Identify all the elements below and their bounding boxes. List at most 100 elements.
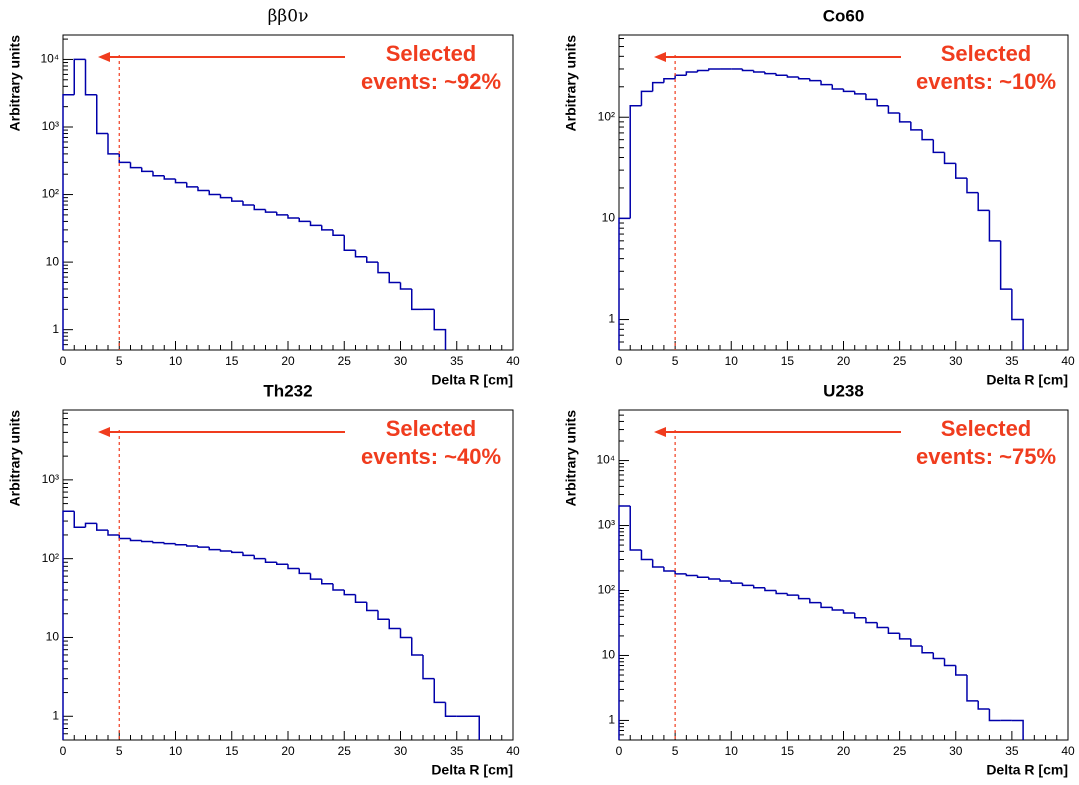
histogram-bin [921, 645, 934, 654]
histogram-bin [786, 75, 799, 78]
histogram-bin [618, 217, 631, 350]
histogram-bin [741, 68, 754, 72]
histogram-bin [786, 593, 799, 596]
histogram-bin [674, 74, 687, 79]
histogram-bin [264, 209, 277, 213]
y-tick-label: 10³ [42, 119, 59, 133]
histogram-bin [977, 192, 990, 212]
histogram-bin [708, 577, 721, 580]
histogram-bin [887, 105, 900, 114]
histogram-bin [988, 709, 1001, 722]
x-tick-label: 40 [506, 354, 520, 368]
annotation: events: ~92% [361, 69, 501, 94]
x-tick-label: 15 [225, 744, 239, 758]
x-tick-label: 20 [281, 354, 295, 368]
histogram-bin [208, 190, 221, 196]
histogram-bin [208, 547, 221, 551]
x-tick-label: 20 [281, 744, 295, 758]
histogram-bin [174, 178, 187, 184]
x-tick-label: 30 [949, 744, 963, 758]
y-tick-label: 10² [598, 109, 615, 123]
x-tick-label: 0 [616, 744, 623, 758]
y-tick-label: 10⁴ [40, 52, 59, 66]
histogram-bin [287, 214, 300, 219]
x-tick-label: 15 [781, 354, 795, 368]
y-tick-label: 10³ [598, 518, 615, 532]
x-axis-label: Delta R [cm] [986, 372, 1068, 388]
histogram-bin [977, 700, 990, 710]
histogram-bin [433, 309, 447, 350]
x-tick-label: 40 [1061, 744, 1075, 758]
histogram-bin [253, 555, 266, 560]
histogram-bin [186, 182, 198, 188]
histogram-bin [332, 583, 345, 591]
annotation: events: ~75% [916, 444, 1056, 469]
x-tick-label: 35 [450, 354, 464, 368]
x-tick-label: 30 [394, 354, 408, 368]
histogram-bin [842, 89, 855, 93]
y-tick-label: 10² [598, 583, 615, 597]
histogram-bin [62, 510, 75, 740]
x-tick-label: 5 [116, 744, 123, 758]
histogram-bin [152, 541, 165, 544]
y-tick-label: 1 [52, 708, 59, 722]
histogram-bin [73, 511, 86, 529]
histogram-bin [276, 212, 288, 216]
x-tick-label: 25 [338, 744, 352, 758]
histogram-bin [219, 549, 232, 552]
x-tick-label: 40 [1061, 354, 1075, 368]
histogram-bin [752, 585, 765, 589]
histogram-bin [932, 652, 945, 660]
x-tick-label: 35 [450, 744, 464, 758]
arrow-head [98, 427, 110, 437]
histogram-bin [685, 71, 698, 76]
histogram-bin [932, 139, 945, 154]
histogram-bin [820, 80, 833, 86]
histogram-bin [219, 194, 232, 199]
histogram-bin [1011, 289, 1024, 350]
annotation: Selected [386, 416, 477, 441]
x-tick-label: 35 [1005, 744, 1019, 758]
panel: 0 5 10 15 20 25 30 35 40 1 10 10² 10³ Selected events:… [7, 381, 520, 777]
histogram-bin [309, 573, 322, 580]
histogram-bin [163, 175, 176, 180]
histogram-bin [999, 240, 1012, 290]
histogram-bin [651, 81, 664, 92]
histogram-bin [876, 99, 889, 107]
histogram-bin [910, 121, 923, 131]
histogram-bin [876, 622, 889, 629]
histogram-bin [354, 594, 367, 603]
y-tick-label: 10⁴ [596, 453, 615, 467]
x-tick-label: 30 [394, 744, 408, 758]
x-tick-label: 5 [672, 354, 679, 368]
x-tick-label: 5 [672, 744, 679, 758]
histogram-bin [96, 523, 108, 531]
histogram-bin [910, 638, 923, 647]
panel-title: Co60 [823, 6, 865, 25]
histogram-bin [629, 104, 642, 219]
histogram-bin [332, 229, 345, 236]
x-tick-label: 20 [837, 744, 851, 758]
x-tick-label: 25 [338, 354, 352, 368]
x-tick-label: 30 [949, 354, 963, 368]
histogram-bin [640, 550, 653, 561]
histogram-bin [118, 534, 131, 540]
x-axis-label: Delta R [cm] [431, 762, 513, 778]
histogram-bin [842, 610, 855, 614]
y-tick-label: 10³ [42, 472, 59, 486]
histogram-bin [129, 162, 142, 169]
histogram-bin [943, 658, 956, 667]
histogram-bin [197, 545, 210, 548]
histogram-bin [388, 272, 401, 284]
histogram-bin [411, 288, 423, 311]
x-axis-label: Delta R [cm] [986, 762, 1068, 778]
y-tick-label: 1 [608, 713, 615, 727]
histogram-bin [422, 654, 435, 680]
x-tick-label: 0 [616, 354, 623, 368]
y-axis-label: Arbitrary units [563, 35, 579, 132]
histogram-bin [898, 633, 911, 640]
y-tick-label: 1 [52, 322, 59, 336]
histogram-bin [287, 564, 300, 570]
histogram-bin [377, 610, 390, 621]
